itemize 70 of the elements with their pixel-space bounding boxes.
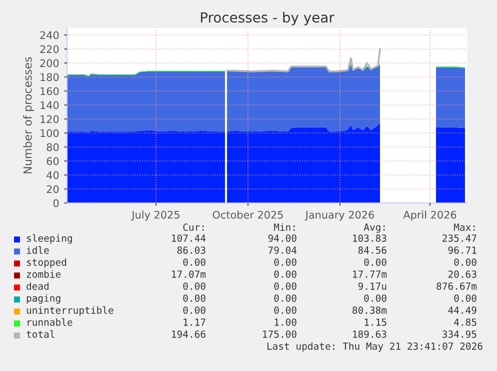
x-tick-label: October 2025	[212, 210, 283, 219]
text: 194.66	[172, 330, 206, 338]
text: 84.56	[358, 246, 386, 254]
y-tick-label: 160	[40, 87, 59, 96]
text: 0.00	[274, 270, 296, 278]
text: 94.00	[268, 234, 296, 242]
y-tick-label: 200	[40, 59, 59, 68]
text: 334.95	[442, 330, 476, 338]
text: 20.63	[448, 270, 476, 278]
text: 9.17u	[358, 282, 386, 290]
text: 0.00	[364, 258, 386, 266]
x-tick-label: July 2025	[131, 210, 180, 221]
text: 175.00	[263, 330, 296, 338]
y-tick-label: 220	[40, 45, 59, 54]
text: 0.00	[454, 294, 476, 302]
text: 96.71	[448, 246, 476, 254]
text: 0.00	[183, 294, 206, 302]
text: Max:	[454, 224, 475, 231]
text: 80.38m	[352, 306, 387, 314]
text: 0.00	[274, 294, 296, 302]
y-tick-label: 20	[46, 185, 59, 194]
text: 0.00	[183, 306, 206, 314]
text: 107.44	[172, 234, 206, 242]
y-tick-label: 0	[53, 199, 59, 208]
text: 235.47	[442, 234, 476, 242]
text: 0.00	[364, 294, 386, 302]
text: Min:	[274, 223, 295, 231]
legend-label: sleeping	[27, 234, 72, 244]
y-tick-label: 60	[46, 157, 59, 166]
legend-label: stopped	[27, 258, 66, 268]
y-tick-label: 100	[40, 129, 59, 138]
legend-label: paging	[26, 294, 60, 304]
text: 876.67m	[436, 282, 477, 290]
y-tick-label: 80	[46, 143, 59, 152]
line-series	[226, 48, 381, 72]
y-tick-label: 40	[46, 171, 59, 180]
y-tick-label: 140	[40, 101, 59, 110]
x-tick-label: April 2026	[403, 210, 456, 221]
legend-label: dead	[26, 282, 49, 290]
text: 0.00	[274, 258, 296, 266]
chart-title: Processes - by year	[200, 12, 334, 26]
legend-label: zombie	[26, 270, 61, 278]
text: 17.77m	[353, 270, 387, 278]
text: 17.07m	[172, 270, 206, 278]
x-tick-label: January 2026	[304, 210, 374, 221]
y-axis-title: Number of processes	[23, 57, 34, 174]
y-tick-label: 240	[40, 31, 59, 40]
text: 103.83	[353, 234, 386, 242]
text: 79.04	[268, 246, 297, 254]
text: Avg:	[364, 224, 385, 233]
legend-label: total	[26, 330, 54, 338]
text: Cur:	[183, 223, 204, 231]
text: 189.63	[353, 330, 386, 338]
text: 0.00	[183, 282, 206, 290]
y-tick-label: 120	[40, 115, 59, 124]
text: Last update: Thu May 21 23:41:07 2026	[267, 342, 482, 352]
text: 0.00	[454, 258, 476, 266]
text: 0.00	[183, 258, 206, 266]
legend-label: runnable	[28, 318, 72, 326]
text: 4.85	[454, 318, 476, 326]
text: 1.00	[274, 318, 296, 326]
y-tick-label: 180	[40, 73, 59, 82]
text: 1.15	[364, 318, 386, 326]
text: 86.03	[177, 246, 206, 254]
text: 0.00	[274, 306, 296, 314]
text: 1.17	[184, 318, 206, 326]
legend-label: idle	[26, 246, 49, 254]
text: 44.49	[448, 306, 476, 314]
legend-label: uninterruptible	[26, 306, 114, 316]
text: 0.00	[274, 282, 296, 290]
